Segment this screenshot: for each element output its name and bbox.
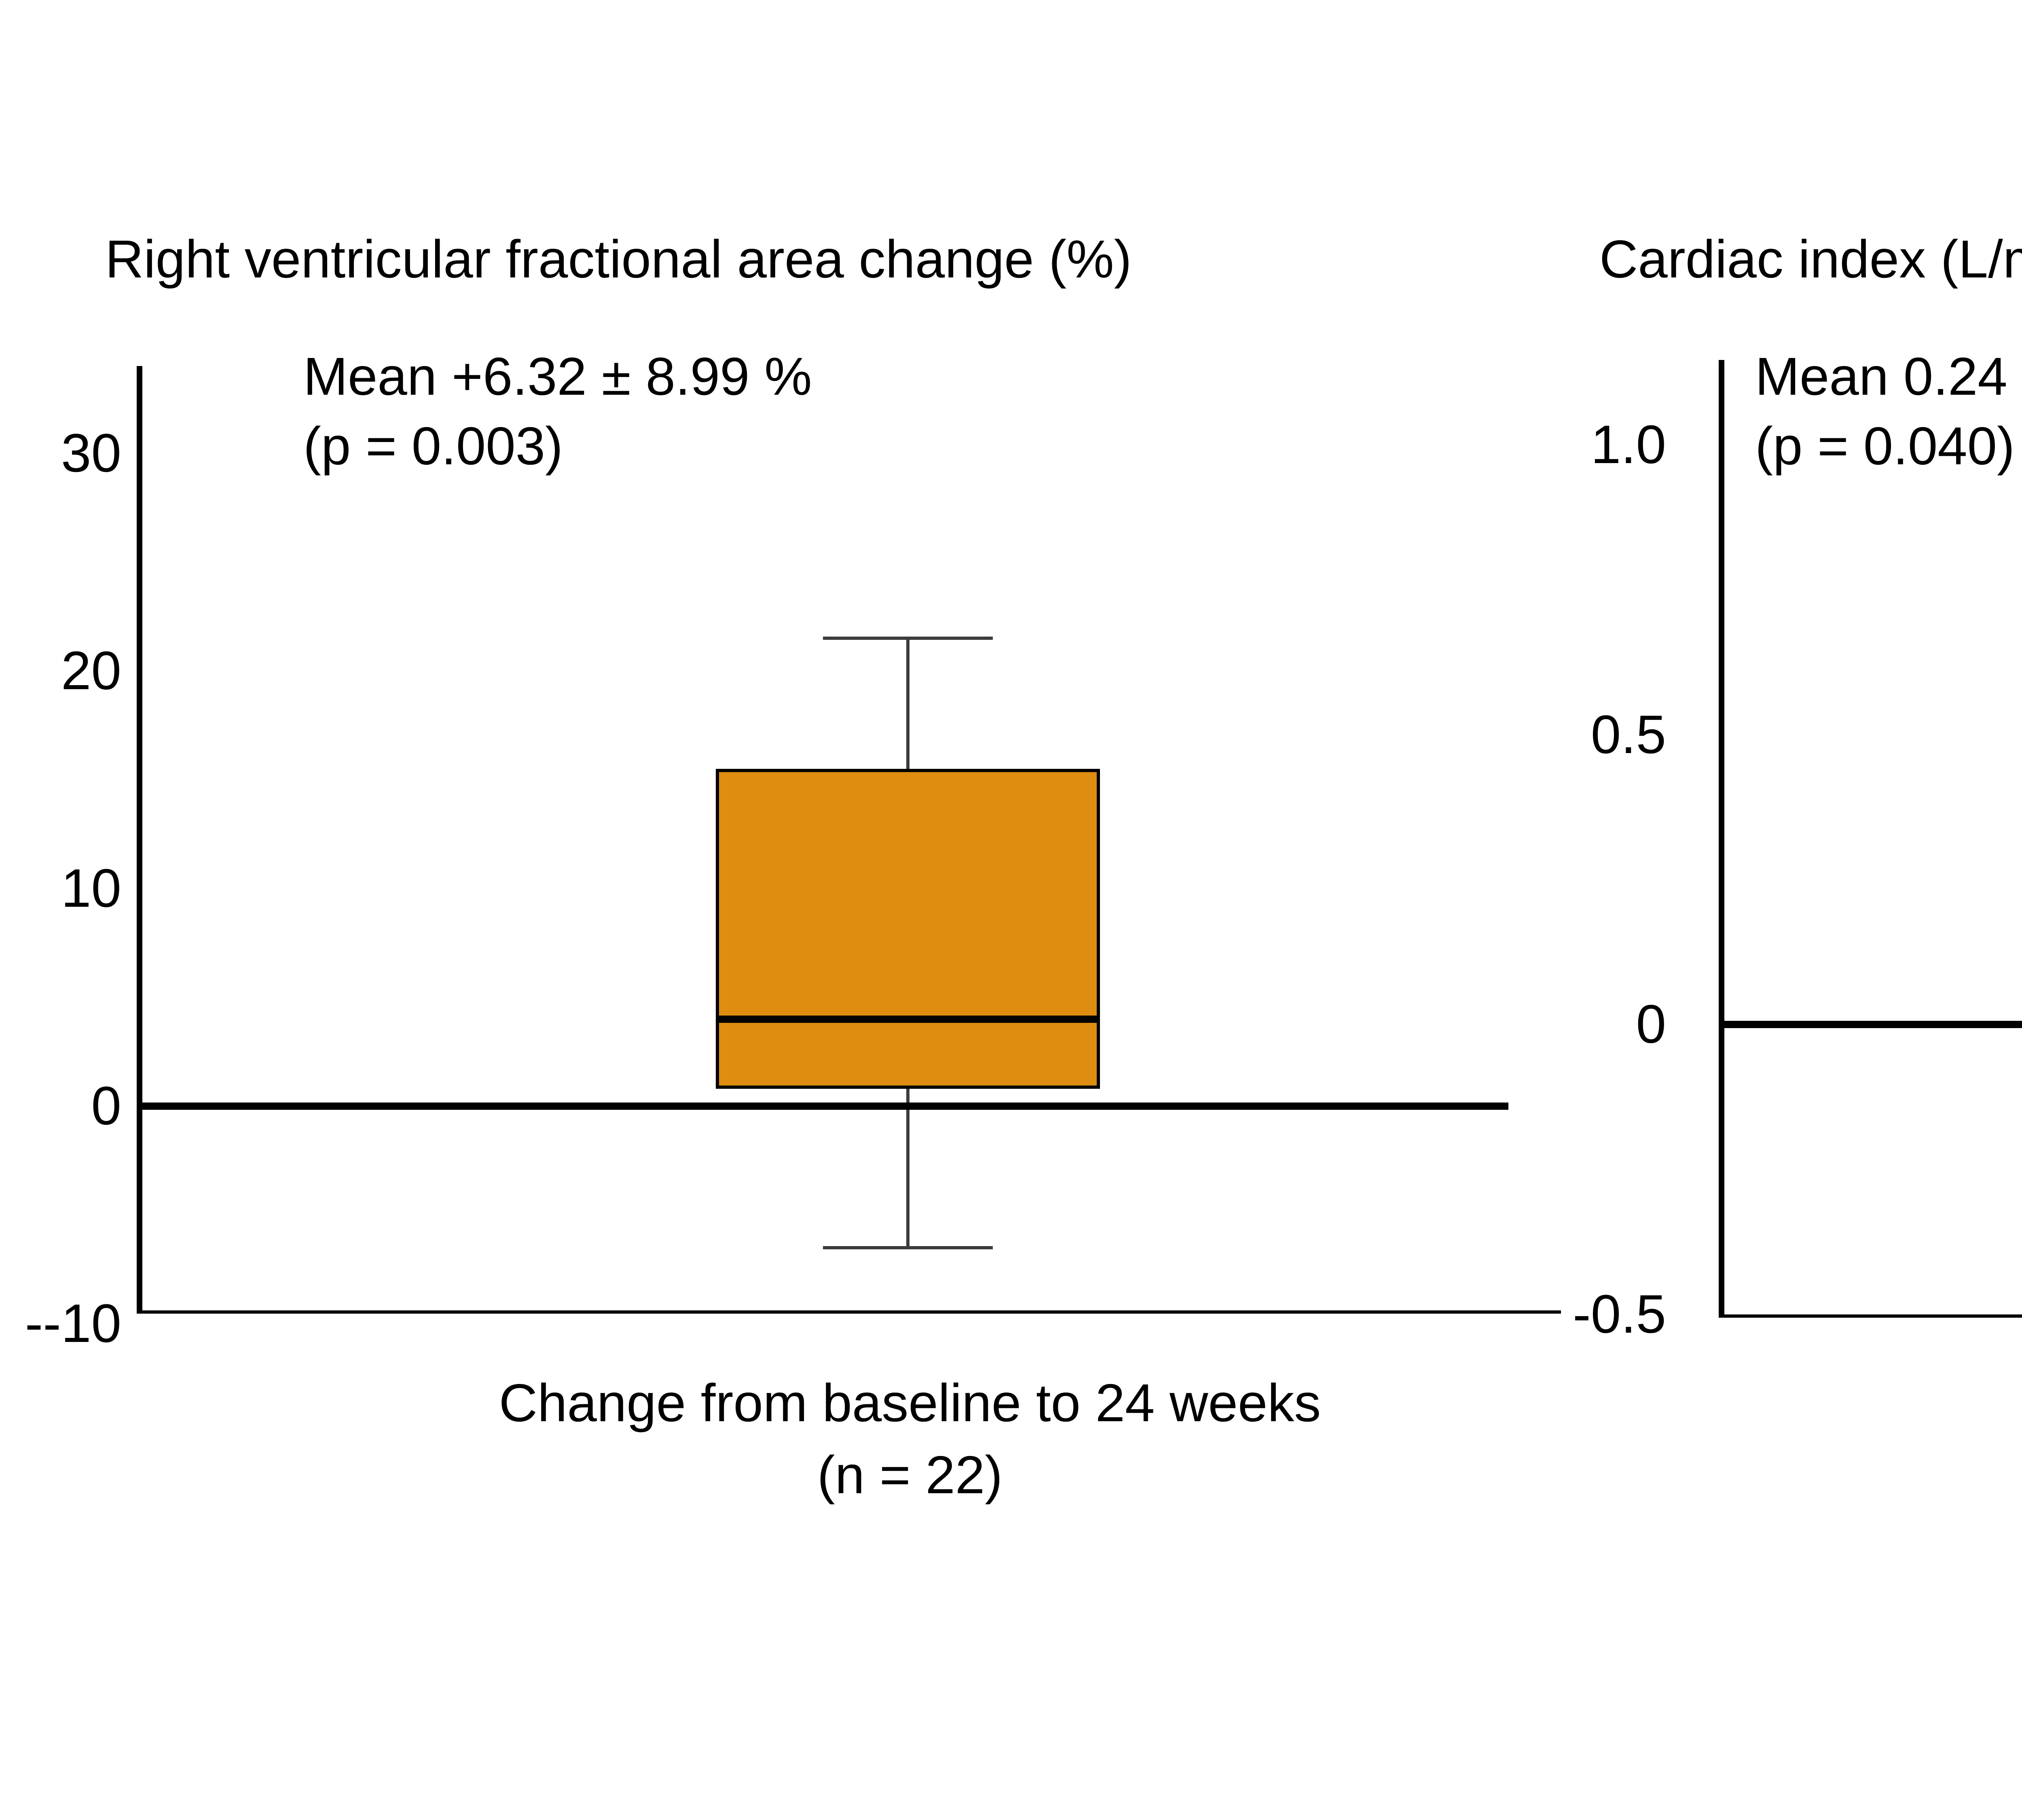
- x-axis-line: [1719, 1314, 2022, 1318]
- y-axis-line: [1719, 360, 1724, 1318]
- y-tick-label: 0: [1636, 994, 1666, 1054]
- mean-annotation-block: Mean +6.32 ± 8.99 % (p = 0.003): [303, 342, 812, 481]
- mean-sd-annotation: Mean +6.32 ± 8.99 %: [303, 347, 812, 406]
- zero-reference-line: [1719, 1021, 2022, 1028]
- y-tick-label: 0.5: [1591, 704, 1666, 765]
- y-tick-label: 0: [91, 1076, 121, 1136]
- mean-sd-annotation: Mean 0.24 ± 0.44 L/min/m²: [1755, 347, 2022, 406]
- y-tick-label: 1.0: [1591, 415, 1666, 475]
- zero-reference-line: [137, 1103, 1508, 1110]
- y-tick-label: 30: [61, 423, 121, 483]
- chart-title: Cardiac index (L/min/m²): [1599, 229, 2022, 289]
- p-value-annotation: (p = 0.040): [1755, 416, 2015, 476]
- y-tick-label: --10: [25, 1293, 121, 1354]
- upper-whisker-line: [906, 638, 909, 769]
- y-tick-label: 20: [61, 641, 121, 701]
- lower-whisker-cap: [823, 1246, 993, 1249]
- x-axis-label: Change from baseline to 24 weeks: [1719, 1367, 2022, 1439]
- median-line: [716, 1015, 1100, 1023]
- sample-size-label: (n = 17): [1719, 1439, 2022, 1511]
- y-tick-label: 10: [61, 858, 121, 918]
- mean-annotation-block: Mean 0.24 ± 0.44 L/min/m² (p = 0.040): [1755, 342, 2022, 481]
- iqr-box: [716, 769, 1100, 1089]
- x-axis-label-block: Change from baseline to 24 weeks (n = 17…: [1719, 1367, 2022, 1511]
- x-axis-label-block: Change from baseline to 24 weeks (n = 22…: [259, 1367, 1561, 1511]
- sample-size-label: (n = 22): [817, 1445, 1003, 1505]
- x-axis-line: [137, 1310, 1561, 1314]
- p-value-annotation: (p = 0.003): [303, 416, 563, 476]
- upper-whisker-cap: [823, 637, 993, 640]
- chart-title: Right ventricular fractional area change…: [105, 229, 1132, 289]
- x-axis-label: Change from baseline to 24 weeks: [499, 1373, 1321, 1433]
- y-axis-line: [137, 366, 142, 1314]
- lower-whisker-line: [906, 1088, 909, 1248]
- y-tick-label: -0.5: [1573, 1284, 1666, 1344]
